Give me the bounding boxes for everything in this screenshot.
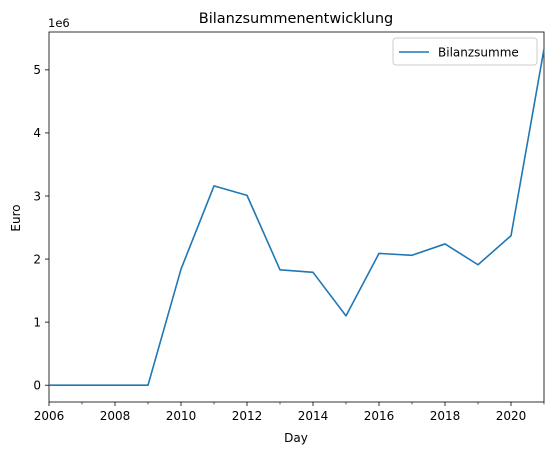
y-tick-label: 3 (33, 189, 41, 203)
y-tick-label: 5 (33, 63, 41, 77)
x-tick-label: 2020 (496, 409, 527, 423)
x-tick-label: 2014 (298, 409, 329, 423)
y-axis-label: Euro (9, 204, 23, 231)
x-tick-label: 2008 (100, 409, 131, 423)
y-tick-label: 0 (33, 379, 41, 393)
y-axis-ticks: 0 1 2 3 4 5 (33, 63, 49, 393)
y-axis-offset-label: 1e6 (48, 16, 70, 30)
legend: Bilanzsumme (392, 37, 538, 66)
y-tick-label: 1 (33, 315, 41, 329)
series-line-bilanzsumme (49, 48, 545, 387)
x-tick-label: 2010 (166, 409, 197, 423)
x-tick-label: 2012 (232, 409, 263, 423)
y-tick-label: 2 (33, 252, 41, 266)
chart-title: Bilanzsummenentwicklung (199, 11, 393, 27)
plot-area (48, 31, 545, 403)
legend-label: Bilanzsumme (438, 45, 519, 59)
x-axis-ticks: 2006 2008 2010 2012 2014 2016 2018 2020 (34, 402, 545, 423)
x-axis-label: Day (284, 431, 308, 445)
legend-box (392, 37, 538, 66)
x-tick-label: 2016 (364, 409, 395, 423)
series-layer (49, 48, 545, 387)
y-tick-label: 4 (33, 126, 41, 140)
x-tick-label: 2006 (34, 409, 65, 423)
plot-frame (48, 31, 545, 403)
x-tick-label: 2018 (430, 409, 461, 423)
